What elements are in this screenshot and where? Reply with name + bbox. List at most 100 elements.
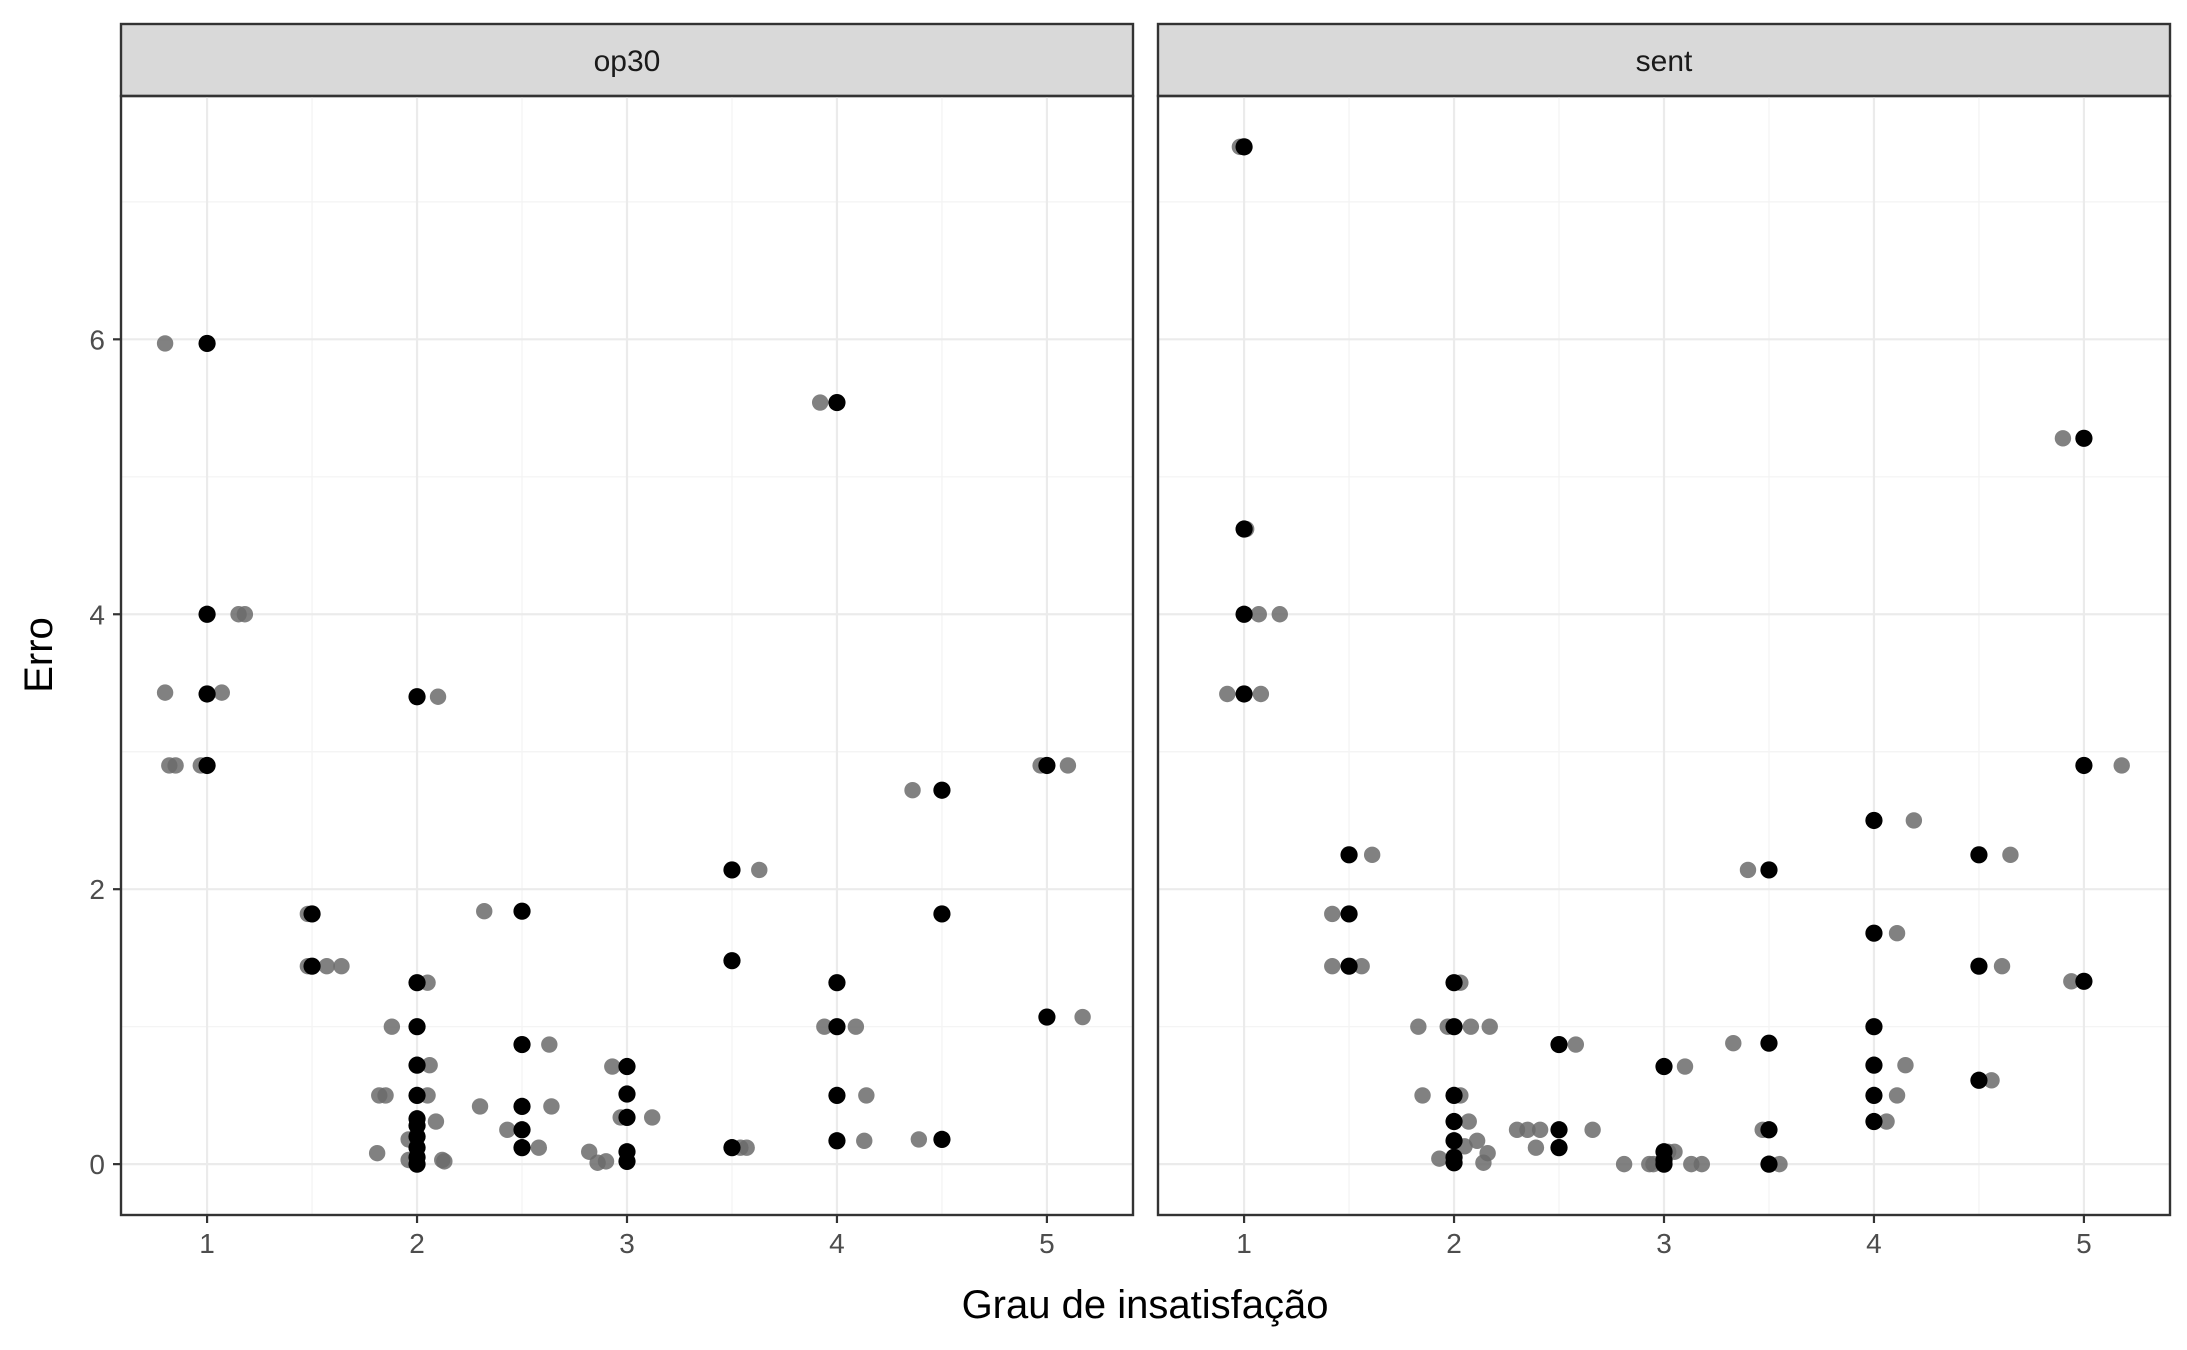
exact-point-sent	[1865, 1056, 1883, 1074]
jitter-point-sent	[1431, 1150, 1448, 1167]
jitter-point-sent	[1888, 1087, 1906, 1104]
panel-op30: op30 1 2 3 4 5	[119, 22, 1135, 1259]
exact-point-op30	[828, 1132, 846, 1150]
jitter-point-sent	[1693, 1155, 1710, 1173]
exact-point-op30	[933, 905, 951, 923]
jitter-point-op30	[383, 1018, 401, 1035]
jitter-point-op30	[816, 1018, 833, 1035]
exact-point-sent	[1760, 1155, 1778, 1173]
jitter-point-sent	[1993, 957, 2011, 975]
exact-point-sent	[1235, 520, 1253, 538]
exact-point-op30	[198, 605, 216, 623]
exact-point-op30	[723, 952, 741, 970]
exact-point-op30	[198, 685, 216, 703]
exact-point-op30	[513, 1097, 531, 1115]
exact-point-op30	[618, 1057, 636, 1076]
jitter-point-op30	[213, 684, 230, 701]
exact-point-sent	[1970, 846, 1988, 864]
exact-point-op30	[513, 1035, 531, 1054]
jitter-point-op30	[476, 902, 493, 920]
exact-point-sent	[1550, 1121, 1568, 1139]
exact-point-op30	[408, 1056, 426, 1074]
jitter-point-sent	[1481, 1018, 1498, 1035]
exact-point-op30	[828, 1018, 846, 1036]
jitter-point-op30	[1059, 757, 1077, 774]
exact-point-op30	[723, 1139, 741, 1157]
y-tick-label: 6	[89, 324, 105, 355]
exact-point-sent	[1445, 1112, 1463, 1131]
jitter-point-op30	[643, 1109, 661, 1126]
exact-point-op30	[618, 1108, 636, 1126]
exact-point-sent	[1550, 1139, 1568, 1157]
jitter-point-sent	[1676, 1058, 1694, 1075]
jitter-point-op30	[604, 1058, 621, 1075]
exact-point-sent	[1235, 138, 1253, 156]
x-tick-label: 2	[1446, 1228, 1462, 1259]
jitter-point-sent	[1615, 1155, 1633, 1173]
jitter-point-sent	[1414, 1087, 1431, 1104]
panel-title-sent: sent	[1636, 45, 1693, 78]
jitter-point-op30	[318, 957, 335, 975]
exact-point-sent	[1340, 957, 1358, 975]
x-axis-title: Grau de insatisfação	[962, 1283, 1329, 1327]
exact-point-sent	[1865, 924, 1883, 942]
jitter-point-sent	[1584, 1121, 1601, 1138]
jitter-point-op30	[541, 1036, 558, 1053]
jitter-point-sent	[1527, 1139, 1545, 1156]
exact-point-op30	[198, 334, 216, 353]
exact-point-sent	[1655, 1155, 1673, 1173]
panel-grid-op30	[121, 96, 1133, 1215]
x-tick-label: 5	[1039, 1228, 1055, 1259]
panel-sent: sent 1 2 3 4 5	[1156, 22, 2172, 1259]
jitter-point-sent	[2063, 973, 2080, 990]
y-tick-label: 4	[89, 599, 105, 630]
exact-point-sent	[1445, 1132, 1463, 1150]
exact-point-sent	[1865, 1086, 1883, 1105]
exact-point-op30	[933, 781, 951, 799]
jitter-point-sent	[1905, 812, 1923, 829]
jitter-point-op30	[530, 1139, 548, 1156]
jitter-point-op30	[236, 606, 254, 623]
exact-point-op30	[828, 393, 846, 412]
panel-title-op30: op30	[594, 45, 661, 78]
exact-point-op30	[303, 957, 321, 975]
jitter-point-sent	[1324, 957, 1341, 975]
exact-point-op30	[1038, 756, 1056, 775]
exact-point-sent	[1760, 1121, 1778, 1139]
exact-point-sent	[1865, 811, 1883, 830]
jitter-point-op30	[156, 335, 174, 352]
jitter-point-sent	[1739, 861, 1757, 879]
exact-point-sent	[1235, 685, 1253, 703]
exact-points-sent	[1235, 138, 2093, 1173]
jitter-point-op30	[1074, 1008, 1091, 1026]
exact-point-sent	[1445, 1086, 1463, 1105]
exact-point-op30	[198, 756, 216, 775]
y-axis-ticks: 0 2 4 6	[89, 324, 121, 1180]
exact-point-sent	[1655, 1057, 1673, 1076]
jitter-point-op30	[543, 1098, 560, 1115]
jitter-point-sent	[1725, 1034, 1742, 1052]
jitter-point-op30	[738, 1139, 755, 1156]
x-axis-ticks-sent: 1 2 3 4 5	[1236, 1215, 2092, 1259]
exact-point-op30	[723, 861, 741, 879]
exact-point-op30	[408, 1018, 426, 1036]
jitter-point-op30	[377, 1087, 394, 1104]
exact-point-op30	[828, 1086, 846, 1105]
y-tick-label: 2	[89, 874, 105, 905]
jitter-point-sent	[2054, 430, 2072, 447]
jitter-point-sent	[1468, 1132, 1486, 1149]
jitter-point-sent	[1324, 905, 1341, 923]
jitter-point-sent	[1460, 1113, 1477, 1130]
jitter-point-op30	[368, 1144, 386, 1162]
x-tick-label: 3	[619, 1228, 635, 1259]
exact-point-sent	[2075, 972, 2093, 990]
exact-point-sent	[1550, 1035, 1568, 1054]
x-axis-ticks-op30: 1 2 3 4 5	[199, 1215, 1055, 1259]
jitter-point-op30	[856, 1132, 873, 1149]
jitter-point-op30	[156, 684, 174, 701]
exact-point-sent	[1340, 905, 1358, 923]
exact-point-sent	[1865, 1112, 1883, 1131]
jitter-point-op30	[436, 1153, 453, 1170]
jitter-point-sent	[1983, 1072, 2000, 1089]
jitter-point-sent	[1479, 1144, 1496, 1162]
